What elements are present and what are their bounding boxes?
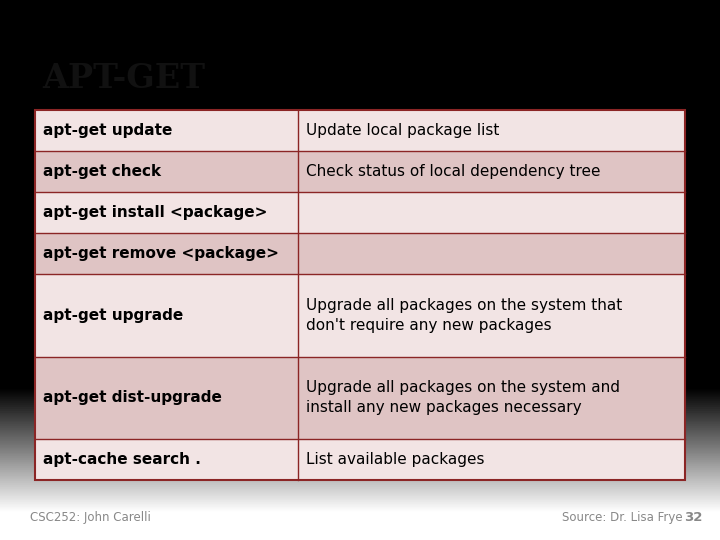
Text: apt-get remove <package>: apt-get remove <package> [43, 246, 279, 261]
Text: apt-cache search .: apt-cache search . [43, 452, 201, 467]
Bar [35, 110, 685, 480]
Text: List available packages: List available packages [306, 452, 485, 467]
Bar [35, 274, 685, 356]
Text: apt-get install <package>: apt-get install <package> [43, 205, 267, 220]
Text: apt-get upgrade: apt-get upgrade [43, 308, 184, 323]
Text: apt-get dist-upgrade: apt-get dist-upgrade [43, 390, 222, 406]
Text: Check status of local dependency tree: Check status of local dependency tree [306, 164, 600, 179]
Text: Upgrade all packages on the system that
don't require any new packages: Upgrade all packages on the system that … [306, 298, 623, 333]
Text: 32: 32 [683, 511, 702, 524]
Text: CSC252: John Carelli: CSC252: John Carelli [30, 511, 151, 524]
Text: Source: Dr. Lisa Frye: Source: Dr. Lisa Frye [562, 511, 690, 524]
Text: apt-get check: apt-get check [43, 164, 161, 179]
Text: Update local package list: Update local package list [306, 123, 500, 138]
Bar [35, 151, 685, 192]
Text: APT-GET: APT-GET [42, 62, 205, 94]
Bar [35, 233, 685, 274]
Bar [35, 110, 685, 151]
Text: Upgrade all packages on the system and
install any new packages necessary: Upgrade all packages on the system and i… [306, 380, 620, 415]
Bar [35, 192, 685, 233]
Bar [35, 356, 685, 439]
Bar [35, 439, 685, 480]
Text: apt-get update: apt-get update [43, 123, 172, 138]
